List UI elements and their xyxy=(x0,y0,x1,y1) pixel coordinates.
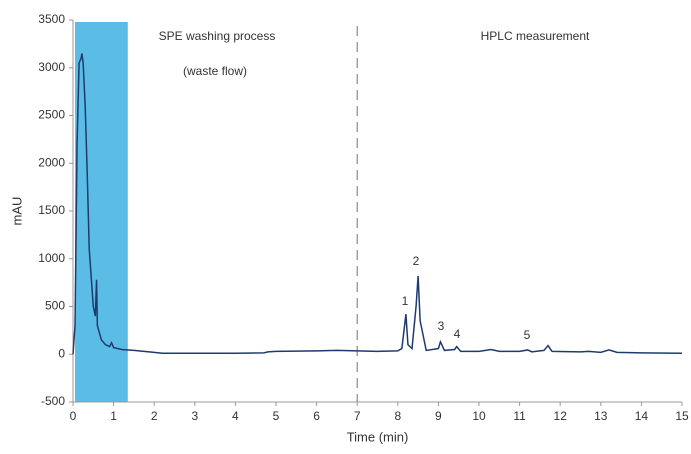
annotation: (waste flow) xyxy=(183,64,247,78)
peak-label: 2 xyxy=(413,254,420,268)
x-tick-label: 10 xyxy=(472,409,486,423)
y-tick-label: 3500 xyxy=(38,12,65,26)
y-tick-label: -500 xyxy=(41,394,65,408)
y-tick-label: 1500 xyxy=(38,203,65,217)
y-axis-label: mAU xyxy=(9,197,24,226)
shaded-region xyxy=(75,22,128,402)
y-tick-label: 0 xyxy=(58,346,65,360)
x-tick-label: 3 xyxy=(191,409,198,423)
x-tick-label: 6 xyxy=(313,409,320,423)
x-tick-label: 5 xyxy=(273,409,280,423)
x-tick-label: 11 xyxy=(513,409,526,423)
x-tick-label: 15 xyxy=(675,409,689,423)
annotation: HPLC measurement xyxy=(481,29,590,43)
x-axis-label: Time (min) xyxy=(347,429,409,444)
x-tick-label: 7 xyxy=(354,409,361,423)
x-tick-label: 8 xyxy=(394,409,401,423)
x-tick-label: 12 xyxy=(554,409,568,423)
y-tick-label: 2000 xyxy=(38,155,65,169)
x-tick-label: 9 xyxy=(435,409,442,423)
peak-label: 1 xyxy=(402,294,409,308)
y-tick-label: 3000 xyxy=(38,60,65,74)
x-tick-label: 0 xyxy=(70,409,77,423)
y-tick-label: 1000 xyxy=(38,251,65,265)
annotation: SPE washing process xyxy=(159,29,276,43)
y-tick-label: 500 xyxy=(45,299,65,313)
x-tick-label: 2 xyxy=(151,409,158,423)
x-tick-label: 4 xyxy=(232,409,239,423)
series-line xyxy=(72,53,683,355)
x-tick-label: 1 xyxy=(110,409,117,423)
peak-label: 3 xyxy=(438,319,445,333)
x-tick-label: 14 xyxy=(635,409,649,423)
peak-label: 4 xyxy=(454,327,461,341)
x-tick-label: 13 xyxy=(594,409,608,423)
y-tick-label: 2500 xyxy=(38,108,65,122)
peak-label: 5 xyxy=(524,328,531,342)
